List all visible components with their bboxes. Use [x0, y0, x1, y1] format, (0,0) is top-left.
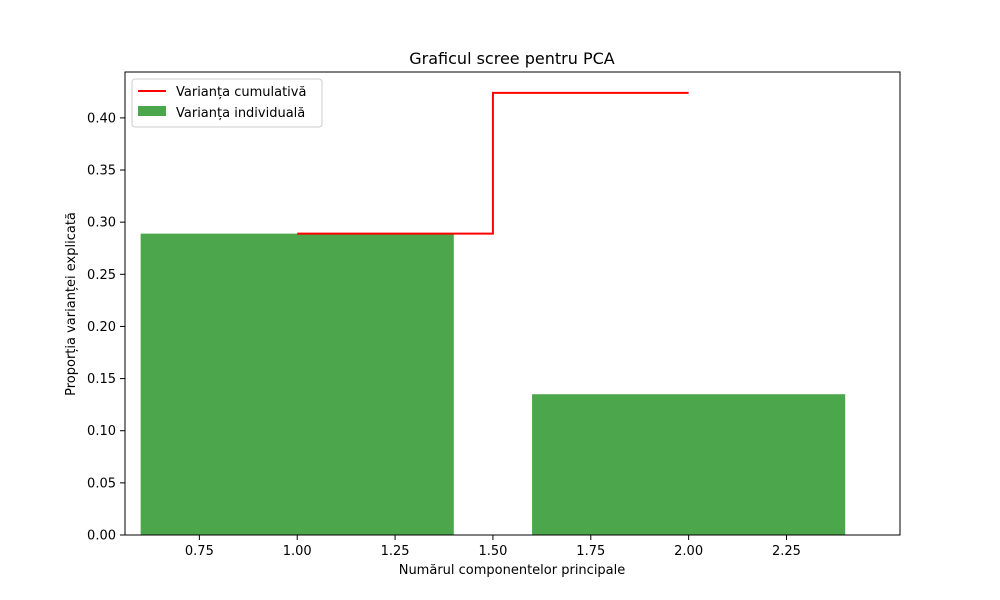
- legend-individual-label: Varianța individuală: [176, 106, 305, 121]
- bar-component-2: [532, 394, 846, 535]
- bars-layer: [140, 233, 846, 536]
- bar-component-1: [140, 233, 454, 536]
- plot-area-frame: [124, 71, 901, 536]
- x-tick-label: 1.00: [283, 544, 312, 559]
- y-tick-label: 0.40: [87, 111, 116, 126]
- legend-cumulative-label: Varianța cumulativă: [176, 85, 306, 100]
- y-tick-label: 0.35: [87, 164, 116, 179]
- x-tick-label: 1.75: [576, 544, 605, 559]
- x-tick-label: 0.75: [185, 544, 214, 559]
- y-tick-label: 0.30: [87, 216, 116, 231]
- x-tick-label: 2.25: [772, 544, 801, 559]
- x-tick-label: 2.00: [674, 544, 703, 559]
- cumulative-variance-line: [297, 91, 689, 235]
- chart-title: Graficul scree pentru PCA: [409, 49, 615, 68]
- legend-individual-swatch: [138, 106, 166, 116]
- x-axis-label: Numărul componentelor principale: [399, 563, 626, 578]
- y-axis-label: Proporția varianței explicată: [64, 212, 79, 396]
- legend: Varianța cumulativă Varianța individuală: [131, 78, 323, 128]
- x-axis-ticks: 0.75 1.00 1.25 1.50 1.75 2.00 2.25: [185, 535, 801, 559]
- cumulative-step-layer: [297, 91, 689, 235]
- y-tick-label: 0.20: [87, 320, 116, 335]
- y-axis-ticks: 0.00 0.05 0.10 0.15 0.20 0.25 0.30 0.35 0.40: [87, 111, 125, 544]
- y-tick-label: 0.25: [87, 268, 116, 283]
- y-tick-label: 0.15: [87, 372, 116, 387]
- x-tick-label: 1.25: [381, 544, 410, 559]
- legend-box: [131, 78, 323, 128]
- x-tick-label: 1.50: [478, 544, 507, 559]
- y-tick-label: 0.10: [87, 424, 116, 439]
- y-tick-label: 0.00: [87, 529, 116, 544]
- y-tick-label: 0.05: [87, 476, 116, 491]
